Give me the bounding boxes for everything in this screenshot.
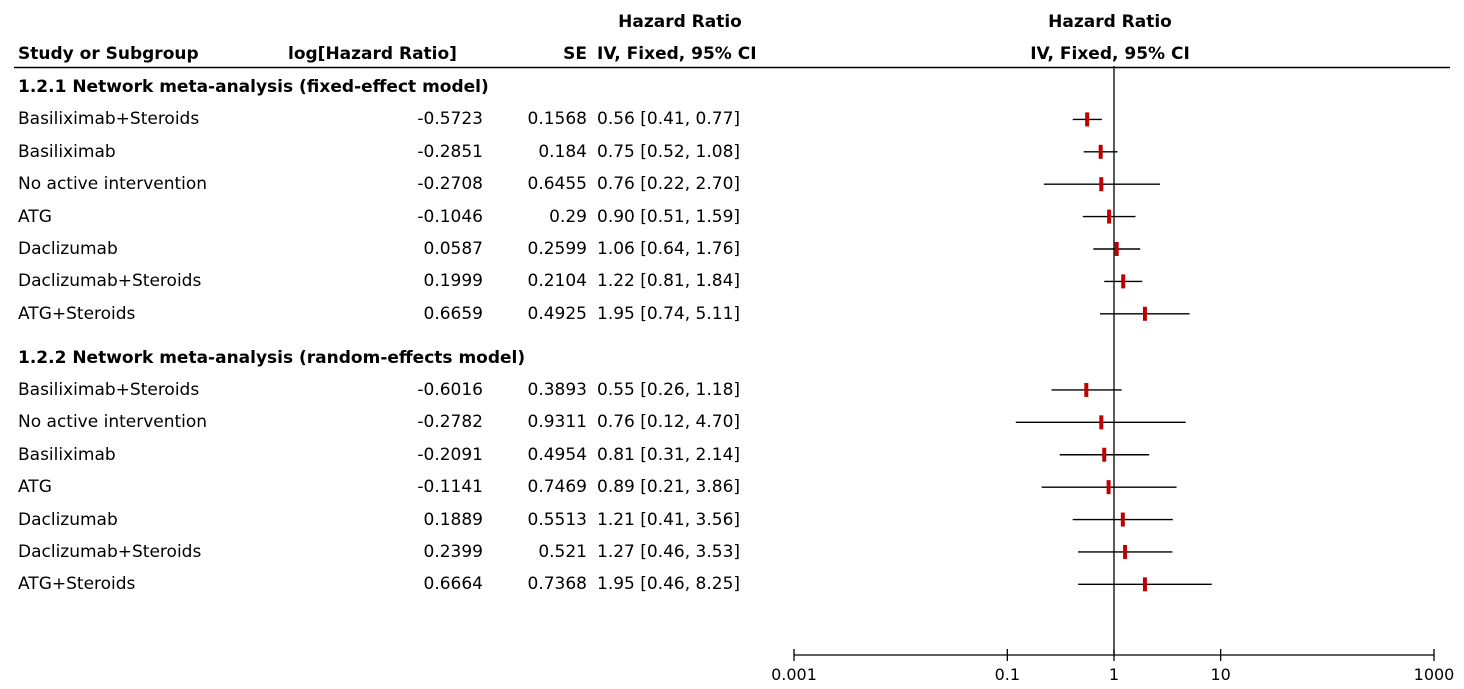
point-estimate-marker [1106, 480, 1111, 495]
study-name: ATG [18, 477, 52, 498]
ci-value: 0.76 [0.22, 2.70] [597, 174, 741, 195]
ci-value: 0.89 [0.21, 3.86] [597, 477, 741, 498]
loghr-value: -0.5723 [417, 109, 483, 130]
study-column-header: Study or Subgroup [18, 44, 199, 64]
se-value: 0.29 [549, 206, 587, 227]
study-name: Basiliximab+Steroids [18, 109, 200, 130]
se-value: 0.4954 [527, 444, 587, 465]
se-value: 0.3893 [527, 379, 587, 400]
x-tick-label: 1 [1109, 665, 1119, 684]
study-name: No active intervention [18, 412, 208, 433]
x-tick-label: 0.001 [771, 665, 817, 684]
loghr-value: -0.2708 [417, 174, 483, 195]
study-name: ATG+Steroids [18, 574, 136, 595]
study-name: Basiliximab [18, 444, 116, 465]
se-value: 0.6455 [527, 174, 587, 195]
ci-value: 0.90 [0.51, 1.59] [597, 206, 741, 227]
x-tick-label: 1000 [1414, 665, 1455, 684]
loghr-value: 0.1889 [423, 509, 483, 530]
se-value: 0.4925 [527, 303, 587, 324]
point-estimate-marker [1120, 512, 1125, 527]
study-name: No active intervention [18, 174, 208, 195]
point-estimate-marker [1121, 274, 1126, 289]
loghr-value: -0.2851 [417, 141, 483, 162]
point-estimate-marker [1084, 382, 1089, 397]
se-value: 0.521 [538, 541, 587, 562]
ci-value: 0.55 [0.26, 1.18] [597, 379, 741, 400]
ci-value: 1.22 [0.81, 1.84] [597, 271, 741, 292]
ci-column-subheader: IV, Fixed, 95% CI [597, 44, 757, 64]
loghr-value: 0.1999 [423, 271, 483, 292]
loghr-value: 0.6659 [423, 303, 483, 324]
ci-value: 1.06 [0.64, 1.76] [597, 239, 741, 259]
study-name: Daclizumab+Steroids [18, 271, 202, 292]
ci-value: 0.76 [0.12, 4.70] [597, 412, 741, 433]
study-name: ATG [18, 206, 52, 227]
point-estimate-marker [1099, 415, 1104, 430]
x-tick-label: 10 [1210, 665, 1230, 684]
loghr-value: 0.2399 [423, 541, 483, 562]
loghr-value: -0.1141 [417, 477, 483, 498]
se-value: 0.7368 [527, 574, 587, 595]
loghr-value: -0.2782 [417, 412, 483, 433]
loghr-value: 0.0587 [423, 239, 483, 259]
se-value: 0.2599 [527, 239, 587, 259]
loghr-value: -0.2091 [417, 444, 483, 465]
study-name: Daclizumab [18, 239, 118, 259]
study-name: ATG+Steroids [18, 303, 136, 324]
se-value: 0.2104 [527, 271, 587, 292]
se-value: 0.7469 [527, 477, 587, 498]
se-value: 0.5513 [527, 509, 587, 530]
point-estimate-marker [1107, 209, 1112, 224]
se-column-header: SE [563, 44, 587, 64]
point-estimate-marker [1142, 577, 1147, 592]
study-name: Daclizumab [18, 509, 118, 530]
subgroup-title: 1.2.1 Network meta-analysis (fixed-effec… [18, 77, 489, 97]
se-value: 0.184 [538, 141, 587, 162]
subgroup-title: 1.2.2 Network meta-analysis (random-effe… [18, 347, 526, 368]
point-estimate-marker [1102, 447, 1107, 462]
loghr-value: -0.1046 [417, 206, 483, 227]
loghr-column-header: log[Hazard Ratio] [288, 44, 457, 64]
point-estimate-marker [1142, 306, 1147, 321]
ci-value: 1.27 [0.46, 3.53] [597, 541, 741, 562]
ci-value: 1.21 [0.41, 3.56] [597, 509, 741, 530]
ci-value: 1.95 [0.46, 8.25] [597, 574, 741, 595]
plot-subtitle: IV, Fixed, 95% CI [1030, 44, 1190, 64]
loghr-value: -0.6016 [417, 379, 483, 400]
ci-value: 0.75 [0.52, 1.08] [597, 141, 741, 162]
ci-value: 0.81 [0.31, 2.14] [597, 444, 741, 465]
study-name: Basiliximab+Steroids [18, 379, 200, 400]
x-tick-label: 0.1 [995, 665, 1020, 684]
study-name: Basiliximab [18, 141, 116, 162]
point-estimate-marker [1098, 144, 1103, 159]
ci-value: 1.95 [0.74, 5.11] [597, 303, 741, 324]
ci-value: 0.56 [0.41, 0.77] [597, 109, 741, 130]
point-estimate-marker [1114, 242, 1119, 256]
se-value: 0.1568 [527, 109, 587, 130]
study-name: Daclizumab+Steroids [18, 541, 202, 562]
plot-title: Hazard Ratio [1048, 12, 1172, 32]
ci-column-title: Hazard Ratio [618, 12, 742, 32]
loghr-value: 0.6664 [423, 574, 483, 595]
point-estimate-marker [1123, 544, 1128, 559]
se-value: 0.9311 [527, 412, 587, 433]
point-estimate-marker [1099, 177, 1104, 192]
point-estimate-marker [1085, 112, 1090, 127]
